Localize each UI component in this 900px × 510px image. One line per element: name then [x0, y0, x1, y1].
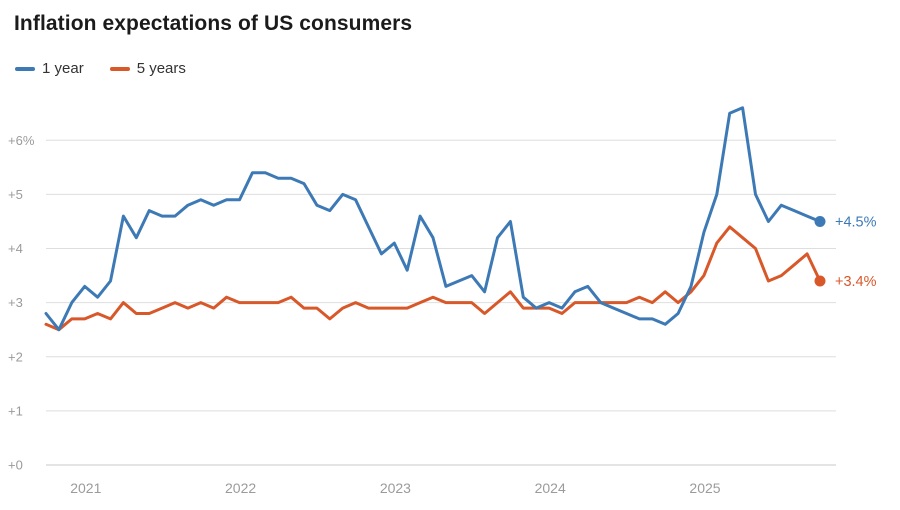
y-axis-label: +1 [8, 403, 23, 418]
y-axis-label: +5 [8, 187, 23, 202]
end-dot-1-year [814, 216, 826, 227]
y-axis-label: +3 [8, 295, 23, 310]
legend-item-5-years: 5 years [109, 60, 186, 77]
x-axis-label: 2023 [380, 480, 411, 496]
end-label-5-years: +3.4% [835, 274, 877, 290]
x-axis-label: 2022 [225, 480, 256, 496]
legend-item-1-year: 1 year [15, 60, 84, 77]
x-axis-label: 2025 [689, 480, 720, 496]
y-axis-label: +2 [8, 349, 23, 364]
series-line-5-years [44, 225, 822, 332]
line-chart: +0 +1 +2 +3 +4 +5 +6% 2021 2022 2023 2024 2025 +3.4%… [8, 106, 877, 496]
legend-label-5-years: 5 years [136, 60, 186, 77]
chart-title: Inflation expectations of US consumers [14, 12, 413, 35]
end-label-1-year: +4.5% [835, 215, 877, 231]
legend-swatch-1-year [15, 66, 35, 71]
y-axis-label: +0 [8, 458, 23, 473]
legend-label-1-year: 1 year [42, 60, 84, 77]
x-axis-label: 2024 [535, 480, 566, 496]
y-axis-label: +6% [8, 133, 35, 148]
end-dot-5-years [814, 275, 826, 287]
x-axis-label: 2021 [70, 480, 101, 496]
y-axis-label: +4 [8, 241, 23, 256]
series-line-1-year [44, 106, 822, 332]
legend: 1 year 5 years [15, 60, 900, 77]
legend-swatch-5-years [109, 66, 130, 71]
